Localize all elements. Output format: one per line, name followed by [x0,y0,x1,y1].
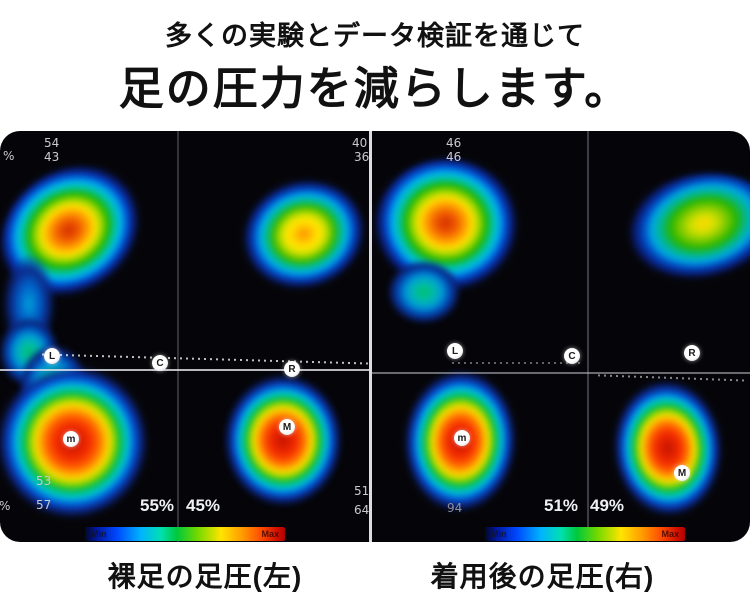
percent-symbol-bottom: % [0,499,11,513]
pressure-value: 54 [44,136,60,150]
weight-percent-barefoot-right: 45% [186,496,221,515]
colorbar-min-label: Min [491,529,507,539]
heatmap-blob-forefoot-wearing-right [606,157,750,305]
marker-right-1: R [284,361,300,377]
pressure-value: 46 [446,136,462,150]
caption-barefoot: 裸足の足圧(左) [107,561,303,592]
pressure-value: 46 [446,150,462,164]
heatmap-blob-forefoot-barefoot-right [223,163,381,311]
marker-max-upper-2: M [674,465,690,481]
pressure-value: 43 [44,150,60,164]
pressure-value: 36 [354,150,370,164]
panel-divider-3 [587,131,589,542]
colorbar-left: Min Max [85,527,285,541]
marker-left-1: L [44,348,60,364]
cop-trajectory-left [42,353,368,365]
pressure-value: 64 [354,503,370,517]
panel-divider-center [369,131,372,542]
marker-max-upper-1: M [279,419,295,435]
marker-max-lower-1: m [63,431,79,447]
colorbar-right: Min Max [485,527,685,541]
pressure-value: 53 [36,474,52,488]
baseline-left-half [0,369,370,371]
pressure-value: 57 [36,498,52,512]
marker-center-1: C [152,355,168,371]
weight-percent-wearing-right: 49% [590,496,625,515]
marker-right-2: R [684,345,700,361]
foot-pressure-heatmap: % 54 43 53 57 % 55% 40 36 51 64 45% 46 4… [0,131,750,542]
pressure-value: 94 [447,501,463,515]
percent-symbol-top: % [3,149,15,163]
headline-title: 足の圧力を減らします。 [118,63,632,114]
heatmap-blob-toe-wearing-left [386,259,462,325]
colorbar-max-label: Max [261,529,279,539]
colorbar-max-label: Max [661,529,679,539]
heatmap-blob-heel-wearing-right [607,377,729,525]
heatmap-blob-heel-barefoot-left [0,355,161,535]
colorbar-min-label: Min [91,529,107,539]
marker-left-2: L [447,343,463,359]
marker-center-2: C [564,348,580,364]
panel-divider-1 [177,131,179,542]
cop-trajectory-mid [452,362,582,364]
pressure-value: 40 [352,136,368,150]
pressure-value: 51 [354,484,370,498]
weight-percent-wearing-left: 51% [544,496,579,515]
marker-max-lower-2: m [454,430,470,446]
heatmap-blob-heel-barefoot-right [222,375,344,511]
headline-subtitle: 多くの実験とデータ検証を通じて [165,21,585,51]
baseline-right-half [372,372,750,374]
caption-after-wearing: 着用後の足圧(右) [430,561,655,592]
weight-percent-barefoot-left: 55% [140,496,175,515]
